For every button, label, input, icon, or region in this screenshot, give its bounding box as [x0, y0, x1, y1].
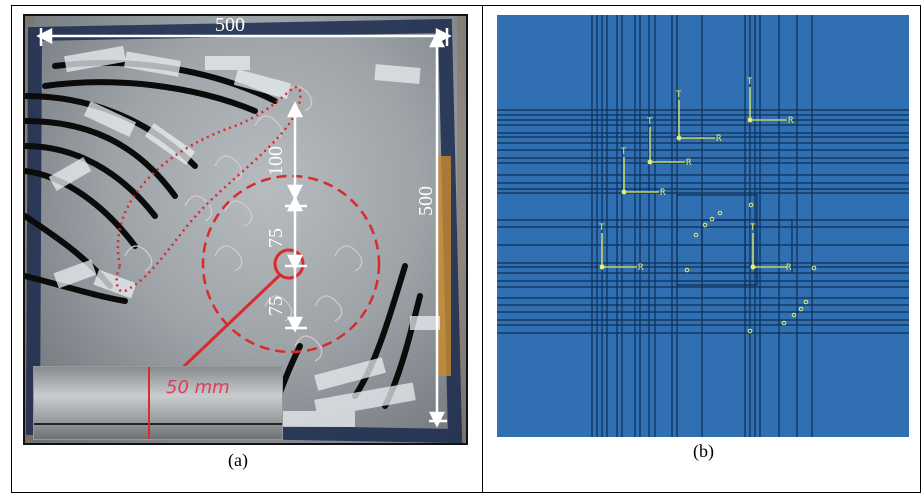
triad-6-t: T	[750, 223, 756, 233]
dim-lower-spacing-label: 75	[265, 296, 287, 316]
panel-divider	[482, 5, 483, 493]
sensor-markers	[684, 202, 817, 334]
mesh-horizontal-lines	[497, 109, 909, 334]
fe-model-panel: T R T R T R T R T R T R	[497, 15, 909, 437]
triad-group	[599, 87, 787, 270]
orange-tape	[437, 156, 451, 376]
notch-marker-line	[148, 367, 150, 439]
sealing-putty	[25, 18, 463, 443]
dim-height-label: 500	[415, 186, 437, 216]
dim-width-label: 500	[215, 14, 245, 36]
plate-annotations	[25, 18, 463, 443]
figure-border	[11, 5, 921, 493]
crack-closeup-inset: 50 mm	[33, 366, 283, 440]
sensor-group-dotted-outline	[115, 85, 302, 293]
sensor-ring-dashed-circle	[201, 174, 381, 354]
adhesive-tapes	[48, 45, 440, 427]
triad-2-t: T	[676, 90, 682, 100]
caption-b: (b)	[693, 441, 714, 461]
experimental-plate-photo: 500 500 100 75 75 50 mm	[23, 14, 468, 445]
triad-5-r: R	[638, 263, 644, 273]
triad-5-t: T	[599, 223, 605, 233]
triad-1-t: T	[747, 77, 753, 87]
mesh-vertical-lines	[591, 15, 813, 437]
dimension-arrows	[36, 27, 452, 428]
triad-2-r: R	[716, 134, 722, 144]
defect-circle	[273, 248, 305, 280]
sensor-wires	[124, 85, 363, 362]
dim-upper-spacing-label: 100	[265, 146, 287, 176]
notch-length-note: 50 mm	[166, 377, 230, 398]
triad-6-r: R	[786, 263, 792, 273]
dim-mid-spacing-label: 75	[265, 228, 287, 248]
triad-labels: T R T R T R T R T R T R	[599, 77, 794, 273]
triad-1-r: R	[788, 116, 794, 126]
triad-3-r: R	[686, 158, 692, 168]
mesh-partition-blocks	[676, 194, 793, 286]
triad-3-t: T	[647, 117, 653, 127]
fe-mesh	[497, 15, 909, 437]
crack-line	[34, 423, 282, 425]
triad-4-t: T	[621, 147, 627, 157]
sensor-triads: T R T R T R T R T R T R	[599, 77, 817, 334]
triad-4-r: R	[660, 188, 666, 198]
caption-a: (a)	[228, 450, 248, 470]
